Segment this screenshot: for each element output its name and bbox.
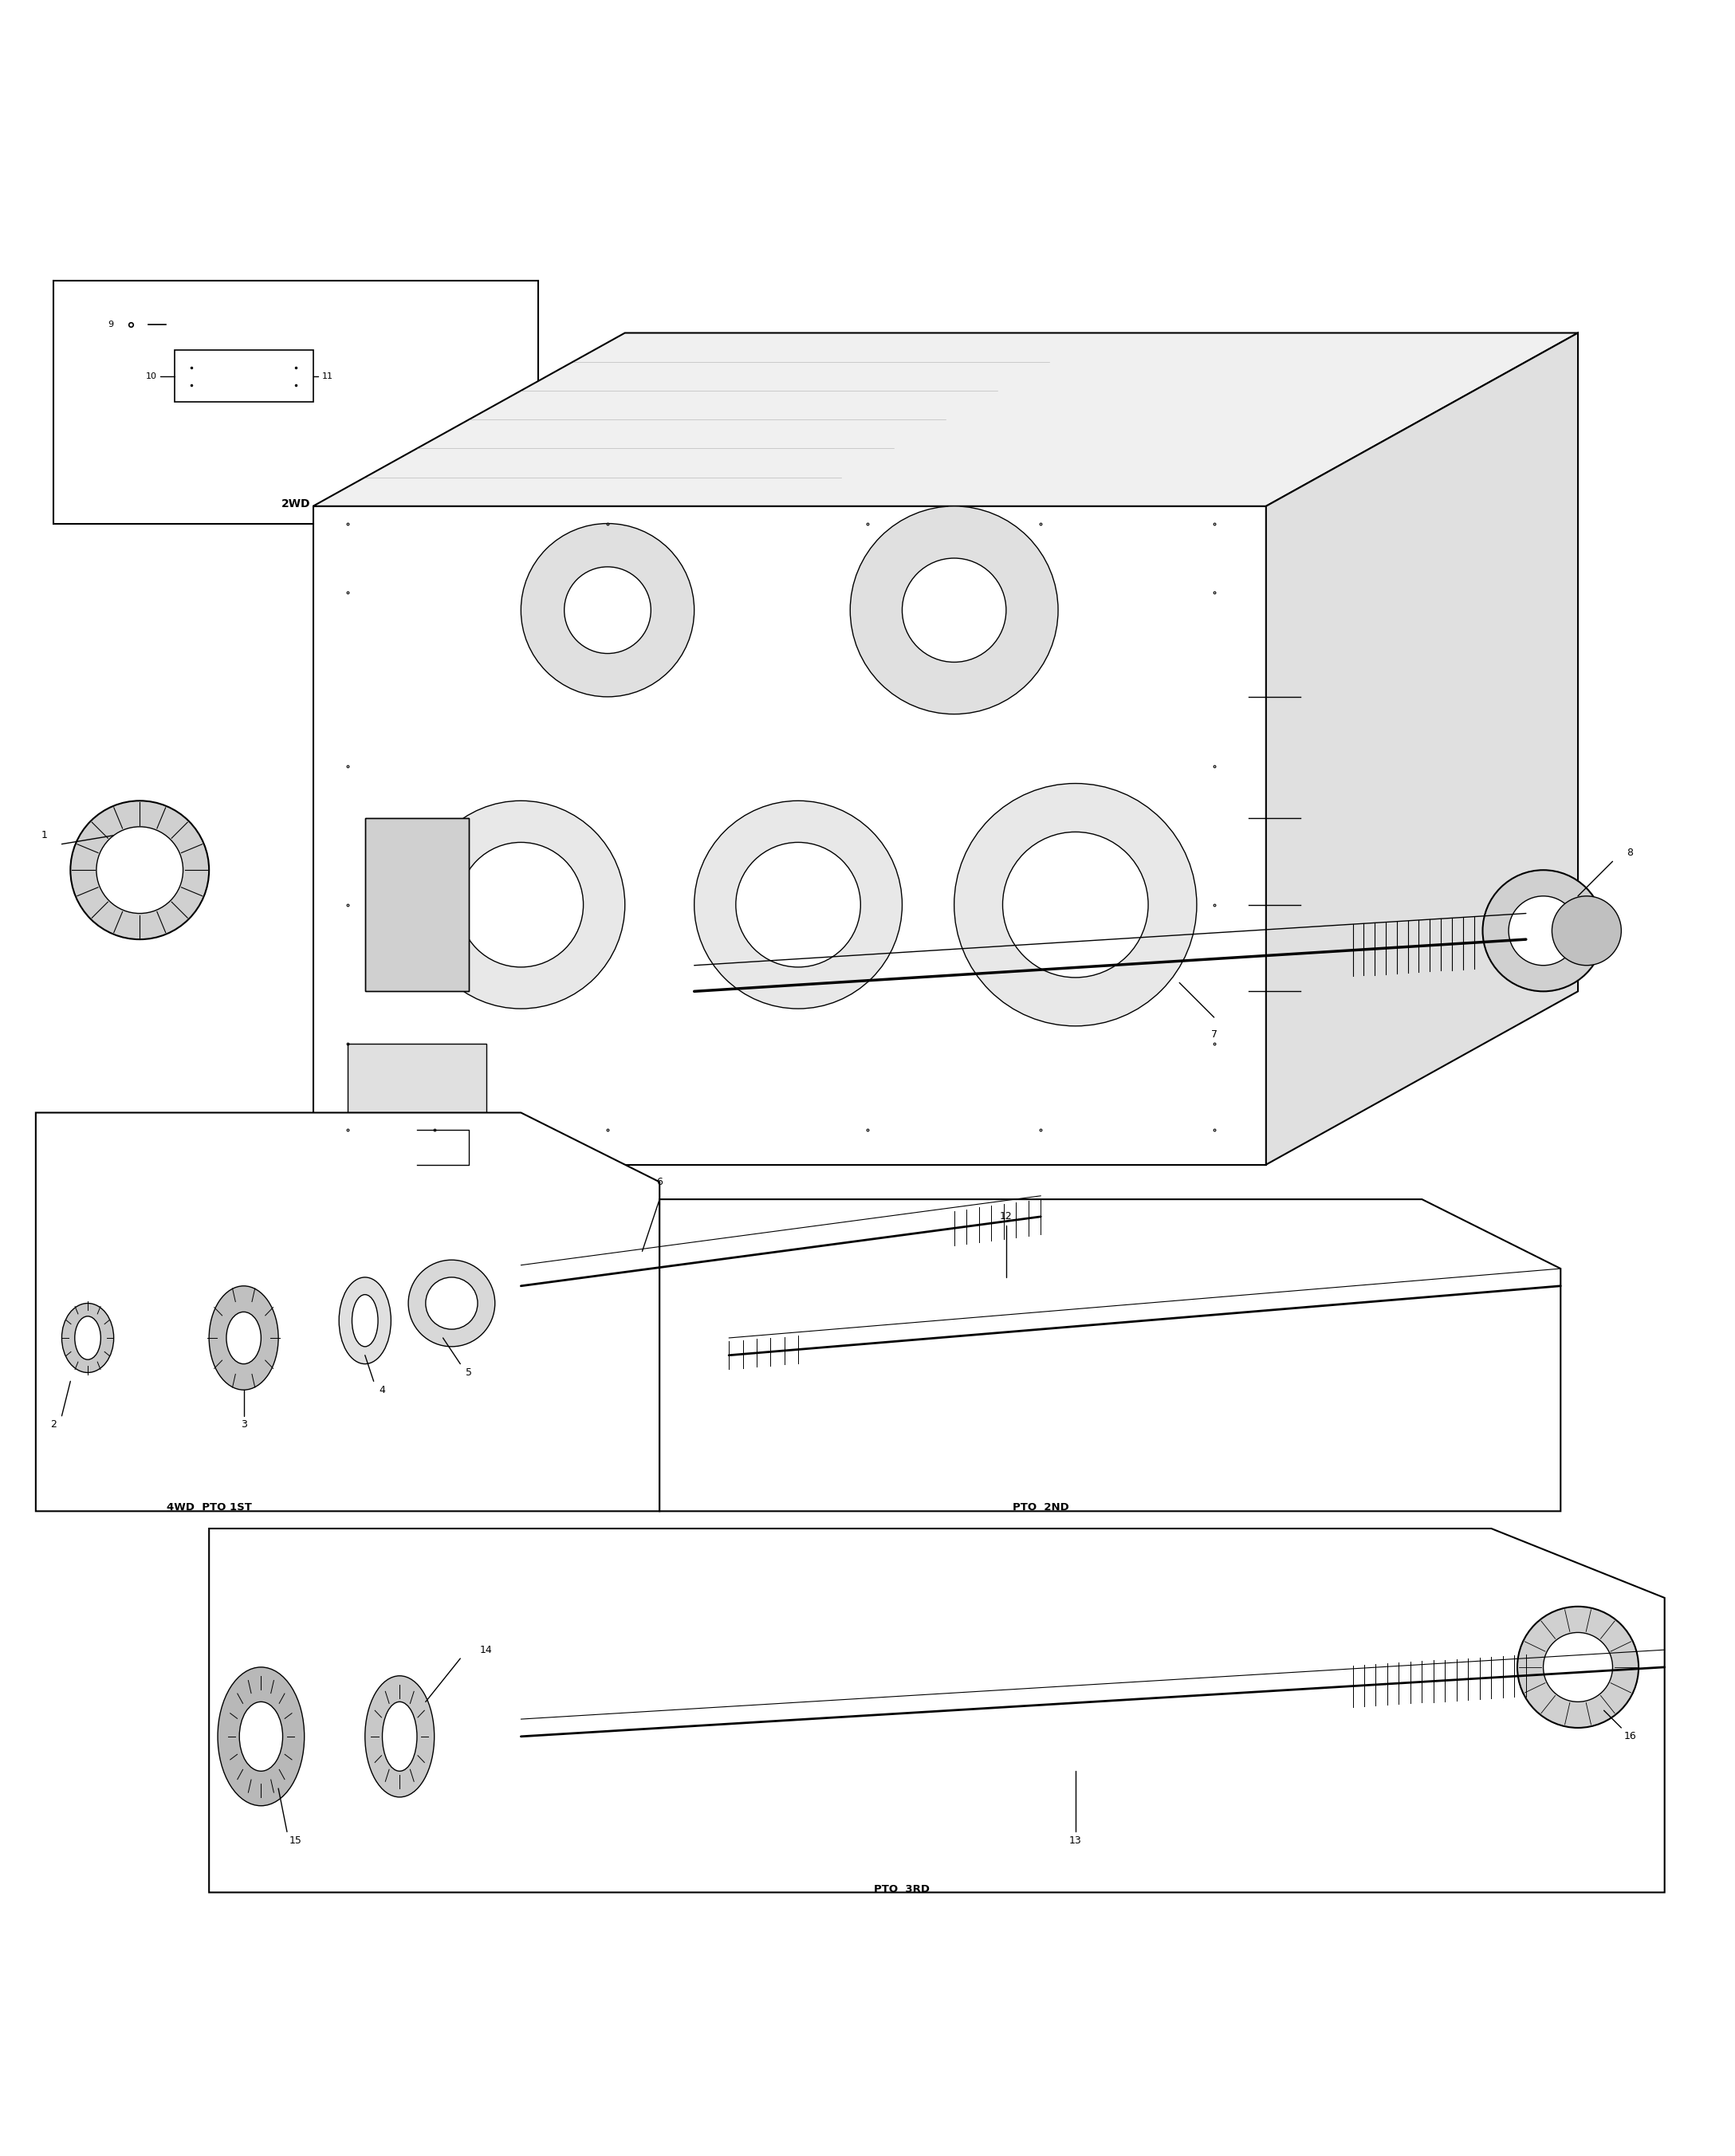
Polygon shape — [208, 1529, 1664, 1893]
Circle shape — [1483, 871, 1603, 992]
Text: 2WD: 2WD — [281, 498, 311, 509]
Bar — [364, 817, 468, 992]
Bar — [347, 1044, 486, 1130]
Circle shape — [408, 1259, 494, 1348]
Ellipse shape — [338, 1276, 390, 1365]
Polygon shape — [312, 332, 1577, 507]
Circle shape — [1509, 897, 1577, 966]
Circle shape — [425, 1276, 477, 1330]
Ellipse shape — [352, 1294, 378, 1348]
Circle shape — [1551, 897, 1620, 966]
Text: 7: 7 — [1211, 1031, 1218, 1039]
Text: 3: 3 — [241, 1419, 246, 1429]
Text: 6: 6 — [656, 1177, 663, 1188]
Ellipse shape — [226, 1313, 260, 1365]
Circle shape — [458, 843, 583, 968]
Circle shape — [97, 826, 184, 914]
Ellipse shape — [208, 1285, 278, 1391]
Text: PTO  3RD: PTO 3RD — [874, 1884, 930, 1895]
Circle shape — [564, 567, 651, 653]
Bar — [364, 817, 468, 992]
Ellipse shape — [62, 1302, 115, 1373]
Circle shape — [736, 843, 861, 968]
Ellipse shape — [364, 1675, 434, 1798]
Text: PTO  2ND: PTO 2ND — [1013, 1503, 1069, 1514]
Ellipse shape — [75, 1317, 101, 1360]
Bar — [54, 280, 538, 524]
Circle shape — [850, 507, 1058, 714]
Text: 4: 4 — [380, 1384, 385, 1395]
Text: 16: 16 — [1624, 1731, 1636, 1742]
Circle shape — [416, 800, 625, 1009]
Polygon shape — [1267, 332, 1577, 1164]
Polygon shape — [36, 1112, 659, 1511]
Ellipse shape — [239, 1701, 283, 1770]
Text: 5: 5 — [465, 1367, 472, 1378]
Text: 15: 15 — [290, 1835, 302, 1846]
Text: 14: 14 — [481, 1645, 493, 1656]
Circle shape — [954, 783, 1197, 1026]
Circle shape — [1518, 1606, 1638, 1727]
Text: 13: 13 — [1069, 1835, 1081, 1846]
Text: 8: 8 — [1627, 847, 1633, 858]
Text: 1: 1 — [42, 830, 47, 841]
Circle shape — [694, 800, 902, 1009]
Ellipse shape — [217, 1667, 304, 1807]
Circle shape — [902, 558, 1006, 662]
Text: 10: 10 — [146, 373, 158, 379]
Circle shape — [1544, 1632, 1612, 1701]
Circle shape — [71, 800, 208, 940]
Ellipse shape — [382, 1701, 416, 1770]
Text: 12: 12 — [999, 1212, 1013, 1222]
Polygon shape — [312, 507, 1267, 1164]
Text: 9: 9 — [108, 321, 115, 328]
Text: 2: 2 — [50, 1419, 56, 1429]
Text: 11: 11 — [321, 373, 333, 379]
Circle shape — [1003, 832, 1149, 977]
Text: 4WD  PTO 1ST: 4WD PTO 1ST — [167, 1503, 252, 1514]
Polygon shape — [659, 1199, 1560, 1511]
Circle shape — [520, 524, 694, 696]
